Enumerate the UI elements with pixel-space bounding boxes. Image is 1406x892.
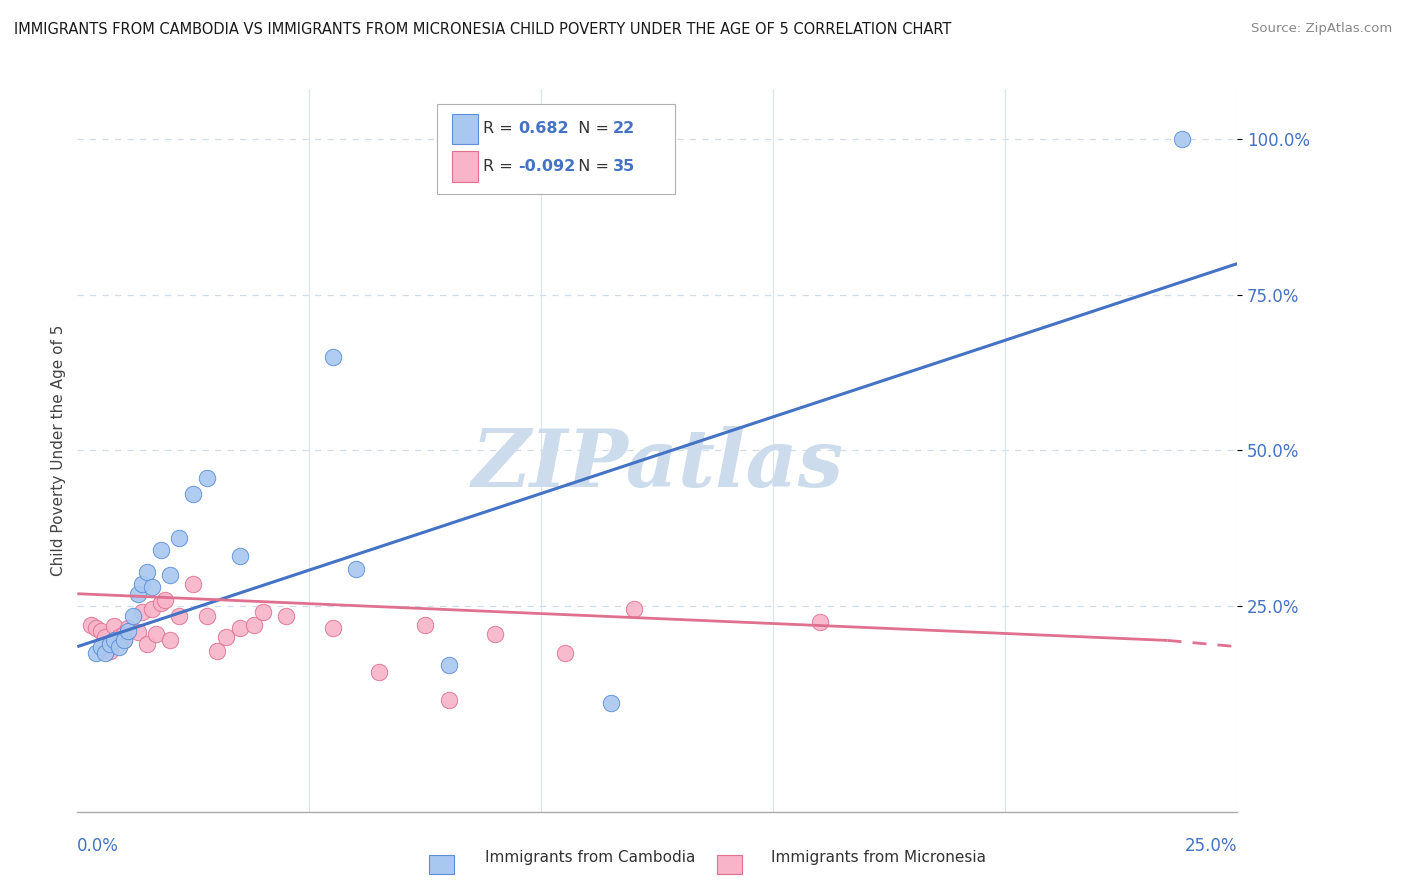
Point (145, 627, 167, 641)
Text: 22: 22 (613, 121, 636, 136)
Point (108, 640, 131, 654)
Point (84, 646, 107, 660)
Point (135, 636, 157, 650)
Point (437, 692, 460, 706)
Point (437, 658, 460, 673)
Point (1170, 132, 1192, 146)
Y-axis label: Child Poverty Under the Age of 5: Child Poverty Under the Age of 5 (51, 325, 66, 576)
Point (127, 625, 149, 640)
Point (195, 471, 218, 485)
Text: R =: R = (484, 159, 519, 174)
Point (103, 633, 125, 648)
Text: 0.0%: 0.0% (77, 837, 120, 855)
Point (94, 630, 117, 644)
Point (117, 624, 139, 639)
Point (127, 587, 149, 601)
Point (80, 618, 103, 632)
FancyBboxPatch shape (437, 103, 675, 194)
Point (344, 562, 367, 576)
FancyBboxPatch shape (451, 114, 478, 145)
Point (183, 487, 205, 501)
Text: Source: ZipAtlas.com: Source: ZipAtlas.com (1251, 22, 1392, 36)
Bar (429, 855, 454, 874)
Point (141, 602, 163, 616)
Point (321, 621, 344, 635)
Point (112, 633, 135, 648)
Point (149, 543, 172, 558)
Point (228, 549, 252, 564)
Point (554, 646, 576, 660)
Point (484, 627, 506, 641)
Point (623, 602, 645, 616)
Point (112, 627, 135, 641)
Bar (717, 855, 742, 874)
Point (169, 608, 191, 623)
Point (215, 630, 238, 644)
Point (122, 608, 145, 623)
Point (169, 531, 191, 545)
Point (413, 618, 436, 632)
Point (242, 618, 264, 632)
Text: N =: N = (568, 159, 614, 174)
Point (98, 636, 121, 650)
Point (205, 644, 228, 658)
Text: Immigrants from Micronesia: Immigrants from Micronesia (772, 850, 986, 865)
FancyBboxPatch shape (451, 152, 478, 182)
Point (600, 696, 623, 710)
Text: 0.682: 0.682 (517, 121, 569, 136)
Point (808, 615, 831, 629)
Point (90, 640, 111, 654)
Point (321, 350, 344, 364)
Point (131, 577, 153, 591)
Text: ZIPatlas: ZIPatlas (471, 426, 844, 504)
Point (90, 624, 111, 639)
Text: R =: R = (484, 121, 519, 136)
Point (94, 646, 117, 660)
Text: Immigrants from Cambodia: Immigrants from Cambodia (485, 850, 696, 865)
Point (252, 606, 274, 620)
Point (228, 621, 252, 635)
Point (274, 608, 298, 623)
Point (103, 619, 125, 633)
Text: N =: N = (568, 121, 614, 136)
Text: IMMIGRANTS FROM CAMBODIA VS IMMIGRANTS FROM MICRONESIA CHILD POVERTY UNDER THE A: IMMIGRANTS FROM CAMBODIA VS IMMIGRANTS F… (14, 22, 952, 37)
Point (141, 581, 163, 595)
Point (98, 644, 121, 658)
Point (84, 621, 107, 635)
Text: -0.092: -0.092 (517, 159, 575, 174)
Point (159, 568, 181, 582)
Point (108, 630, 131, 644)
Point (368, 665, 391, 679)
Point (155, 593, 177, 607)
Point (183, 577, 205, 591)
Point (112, 633, 135, 648)
Point (159, 633, 181, 648)
Point (135, 565, 157, 579)
Text: 35: 35 (613, 159, 636, 174)
Text: 25.0%: 25.0% (1185, 837, 1237, 855)
Point (149, 596, 172, 610)
Point (195, 608, 218, 623)
Point (117, 621, 139, 635)
Point (131, 606, 153, 620)
